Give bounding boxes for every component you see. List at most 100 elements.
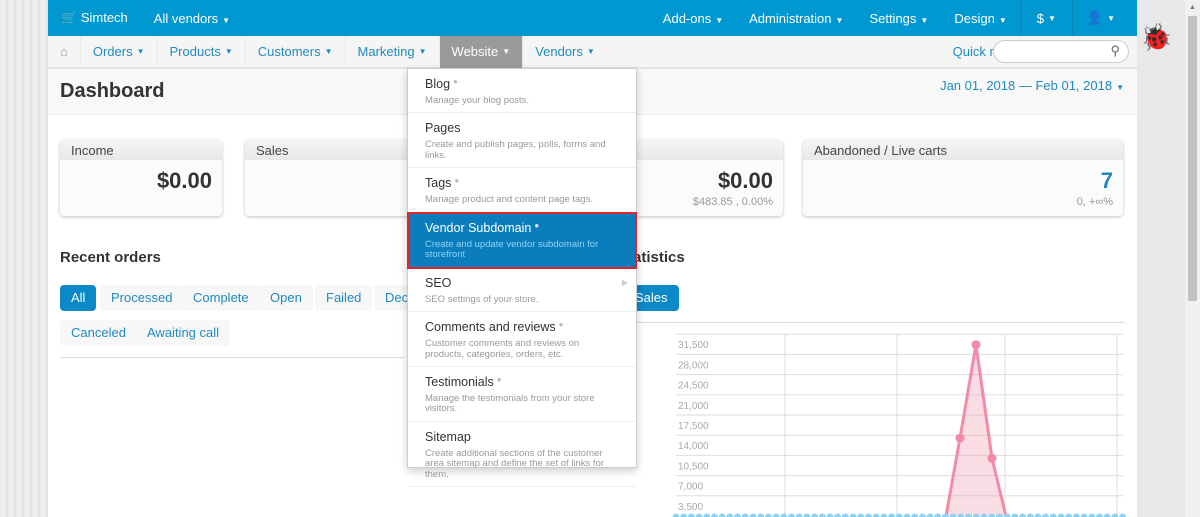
caret-down-icon: ▼ — [502, 47, 511, 56]
baseline-point — [872, 513, 880, 517]
menu-item-blog[interactable]: Blog ● Manage your blog posts. — [408, 69, 636, 114]
y-tick-label: 17,500 — [678, 421, 709, 432]
baseline-point — [703, 513, 711, 517]
baseline-point — [926, 513, 934, 517]
menu-item-label: Comments and reviews ● — [425, 320, 619, 334]
addon-info-icon: ● — [453, 77, 458, 86]
filter-awaiting-call[interactable]: Awaiting call — [136, 320, 231, 346]
baseline-point — [911, 513, 919, 517]
baseline-point — [857, 513, 865, 517]
filter-all[interactable]: All — [60, 285, 97, 311]
baseline-point — [834, 513, 842, 517]
vendor-selector[interactable]: All vendors ▼ — [141, 11, 243, 26]
addon-info-icon: ● — [558, 320, 564, 330]
date-range-label: Jan 01, 2018 — Feb 01, 2018 — [940, 78, 1113, 93]
baseline-point — [965, 513, 973, 517]
caret-down-icon: ▼ — [586, 47, 595, 56]
filter-failed[interactable]: Failed — [315, 285, 373, 311]
caret-down-icon: ▼ — [222, 15, 231, 25]
debug-bug-icon[interactable]: 🐞 — [1140, 22, 1173, 52]
currency-menu[interactable]: $ ▼ — [1019, 0, 1072, 36]
label: Products — [169, 44, 221, 59]
baseline-point — [695, 513, 703, 517]
nav-marketing[interactable]: Marketing ▼ — [346, 35, 440, 68]
y-tick-label: 21,000 — [678, 401, 709, 412]
data-point[interactable] — [955, 433, 965, 443]
label: Orders — [92, 44, 133, 59]
divider — [60, 357, 405, 358]
menu-item-vendor-subdomain[interactable]: Vendor Subdomain ● Create and update vendo… — [407, 211, 637, 269]
baseline-point — [764, 513, 772, 517]
label: Settings — [869, 10, 917, 26]
scrollbar[interactable]: ▲ — [1185, 0, 1200, 517]
nav-orders[interactable]: Orders ▼ — [81, 35, 158, 68]
card-value[interactable]: 7 — [1100, 168, 1113, 193]
page-background — [0, 0, 48, 517]
baseline-point — [788, 513, 795, 517]
baseline-point — [818, 513, 826, 517]
menu-settings[interactable]: Settings ▼ — [856, 11, 941, 26]
baseline-point — [711, 513, 718, 517]
data-point[interactable] — [987, 453, 997, 463]
nav-vendors[interactable]: Vendors ▼ — [523, 36, 607, 68]
menu-item-sitemap[interactable]: Sitemap Create additional sections of the… — [408, 422, 636, 488]
menu-item-label: Vendor Subdomain ● — [425, 221, 619, 235]
baseline-point — [734, 513, 742, 517]
caret-down-icon: ▼ — [835, 15, 844, 25]
label: Add-ons — [662, 10, 712, 26]
brand-name: Simtech — [80, 10, 128, 25]
caret-down-icon: ▼ — [1047, 13, 1056, 23]
page-title: Dashboard — [60, 80, 165, 102]
data-point[interactable] — [971, 340, 981, 350]
baseline-point — [826, 513, 834, 517]
filter-open[interactable]: Open — [259, 285, 313, 311]
scroll-up-icon[interactable]: ▲ — [1189, 4, 1196, 11]
baseline-point — [865, 513, 872, 517]
menu-addons[interactable]: Add-ons ▼ — [650, 11, 736, 26]
label-text: Blog — [425, 77, 451, 91]
caret-down-icon: ▼ — [920, 15, 929, 25]
label-text: Tags — [425, 176, 452, 191]
vendor-label: All vendors — [153, 10, 219, 26]
label: Design — [954, 10, 995, 26]
home-icon[interactable]: ⌂ — [48, 35, 81, 68]
menu-item-description: Create additional sections of the custom… — [425, 447, 605, 480]
nav-customers[interactable]: Customers ▼ — [246, 35, 346, 68]
baseline-point — [934, 513, 942, 517]
baseline-point — [780, 513, 788, 517]
baseline-point — [811, 513, 819, 517]
search-input[interactable]: ⚲ — [993, 40, 1129, 63]
menu-administration[interactable]: Administration ▼ — [736, 11, 856, 26]
nav-products[interactable]: Products ▼ — [158, 35, 246, 68]
nav-website[interactable]: Website ▼ — [439, 35, 524, 68]
revenue-card: $0.00 $483.85 , 0.00% — [628, 140, 783, 216]
statistics-title: atistics — [633, 249, 685, 266]
date-range-picker[interactable]: Jan 01, 2018 — Feb 01, 2018 ▼ — [940, 78, 1124, 93]
menu-item-tags[interactable]: Tags ● Manage product and content page tag… — [408, 168, 636, 213]
card-value: $0.00 — [717, 168, 773, 193]
filter-processed[interactable]: Processed — [100, 285, 184, 311]
menu-item-pages[interactable]: Pages Create and publish pages, polls, fo… — [408, 113, 636, 169]
caret-down-icon: ▼ — [136, 47, 145, 56]
caret-down-icon: ▼ — [1116, 83, 1124, 92]
search-icon[interactable]: ⚲ — [1110, 43, 1120, 58]
brand-link[interactable]: 🛒 Simtech — [48, 10, 141, 26]
y-tick-label: 24,500 — [678, 381, 709, 392]
filter-complete[interactable]: Complete — [182, 285, 260, 311]
scrollbar-thumb[interactable] — [1188, 16, 1197, 301]
baseline-point — [957, 513, 965, 517]
menu-item-comments-and-reviews[interactable]: Comments and reviews ● Customer comments a… — [408, 312, 636, 367]
user-menu[interactable]: 👤 ▼ — [1071, 0, 1137, 36]
label: Marketing — [357, 44, 415, 59]
main-nav: ⌂ Orders ▼ Products ▼ Customers ▼ Marketing… — [48, 35, 1137, 68]
baseline-point — [795, 513, 803, 517]
card-title: Income — [60, 140, 222, 160]
menu-design[interactable]: Design ▼ — [941, 11, 1019, 26]
menu-item-seo[interactable]: SEO SEO settings of your store. ▶ — [408, 268, 636, 313]
filter-canceled[interactable]: Canceled — [60, 320, 137, 346]
menu-item-testimonials[interactable]: Testimonials ● Manage the testimonials fro… — [408, 367, 636, 422]
baseline-point — [1065, 513, 1073, 517]
baseline-point — [942, 513, 949, 517]
addon-info-icon: ● — [534, 220, 540, 230]
baseline-point — [672, 513, 680, 517]
